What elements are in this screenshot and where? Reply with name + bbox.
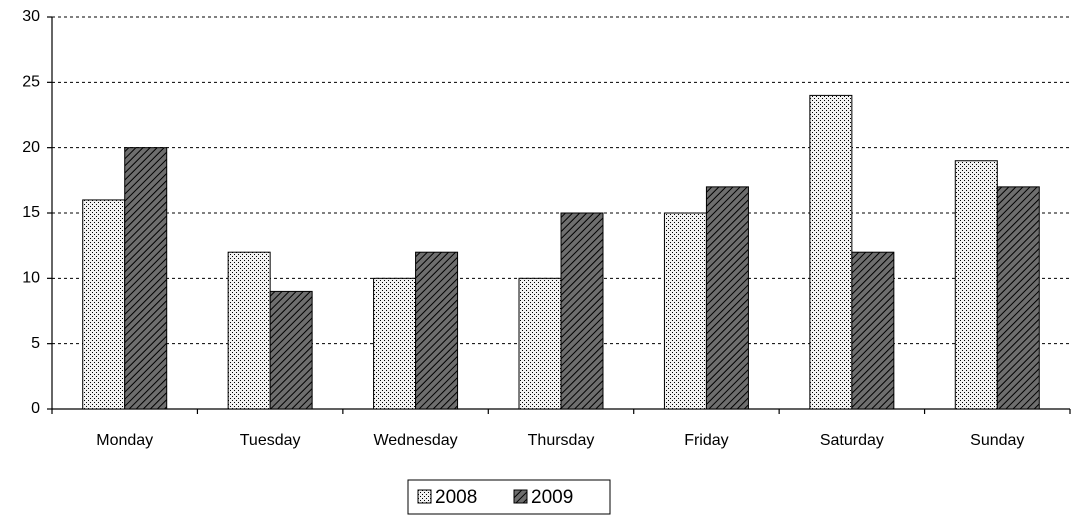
bar [227, 251, 271, 410]
bar [269, 290, 313, 410]
y-tick-label: 10 [22, 270, 40, 287]
y-tick-label: 20 [22, 139, 40, 156]
y-tick-label: 25 [22, 74, 40, 91]
bar [851, 251, 895, 410]
bar [124, 147, 168, 410]
bar [663, 212, 707, 410]
x-tick-label: Sunday [970, 432, 1024, 449]
bar [560, 212, 604, 410]
bar [705, 186, 749, 410]
y-tick-label: 0 [31, 400, 40, 417]
legend-label: 2008 [435, 487, 477, 508]
bar [518, 277, 562, 410]
x-tick-label: Monday [96, 432, 153, 449]
legend-swatch [417, 489, 432, 504]
x-tick-label: Saturday [820, 432, 884, 449]
x-tick-label: Wednesday [373, 432, 457, 449]
x-tick-label: Tuesday [240, 432, 301, 449]
bar [954, 160, 998, 410]
legend-box [407, 479, 611, 515]
bar [809, 94, 853, 410]
bar [415, 251, 459, 410]
bar [82, 199, 126, 410]
y-tick-label: 30 [22, 8, 40, 25]
y-tick-label: 15 [22, 204, 40, 221]
bar [996, 186, 1040, 410]
bar [373, 277, 417, 410]
legend-label: 2009 [531, 487, 573, 508]
y-tick-label: 5 [31, 335, 40, 352]
x-tick-label: Friday [684, 432, 728, 449]
x-tick-label: Thursday [528, 432, 595, 449]
legend-swatch [513, 489, 528, 504]
